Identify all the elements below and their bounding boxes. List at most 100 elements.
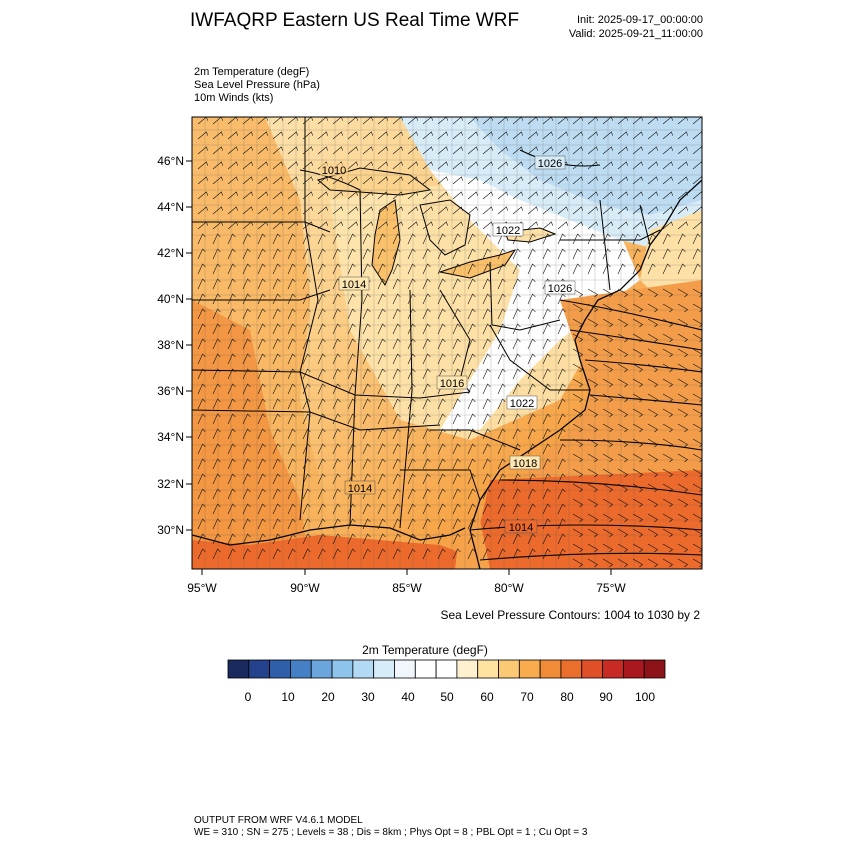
wind-barb (377, 323, 386, 335)
wind-barb (557, 353, 566, 365)
wind-barb (287, 428, 296, 440)
wind-barb (602, 543, 614, 553)
wind-barb (317, 191, 328, 200)
wind-barb (512, 353, 521, 365)
wind-barb (602, 348, 614, 358)
wind-barb (212, 338, 221, 350)
wind-barb (467, 278, 476, 290)
wind-barb (362, 146, 373, 155)
wind-barb (647, 206, 658, 215)
wind-barb (647, 543, 659, 553)
wind-barb (677, 117, 688, 125)
wind-barb (662, 483, 674, 493)
wind-barb (242, 308, 251, 320)
wind-barb (437, 518, 446, 530)
wind-barb (677, 161, 688, 170)
wind-barb (197, 146, 208, 155)
wind-barb (587, 303, 599, 313)
wind-barb (662, 333, 674, 343)
wind-barb (452, 338, 461, 350)
wind-barb (272, 383, 281, 395)
wind-barb (662, 221, 673, 230)
wind-barb (647, 303, 659, 313)
wind-barb (242, 518, 251, 530)
wind-barb (392, 548, 401, 560)
colorbar-swatch (227, 659, 250, 679)
wind-barb (362, 548, 371, 560)
wind-barb (527, 191, 538, 200)
wind-barb (272, 117, 283, 125)
wind-barb (677, 176, 688, 185)
wind-barb (482, 278, 491, 290)
wind-barb (212, 293, 221, 305)
wind-barb (692, 263, 701, 275)
wind-barb (452, 443, 461, 455)
wind-barb (407, 278, 416, 290)
wind-barb (452, 518, 461, 530)
lat-label: 40°N (157, 292, 184, 306)
wind-barb (662, 363, 674, 373)
wind-barb (482, 293, 491, 305)
colorbar-swatch (394, 659, 416, 679)
wind-barb (632, 221, 643, 230)
wind-barb (407, 191, 418, 200)
wind-barb (527, 308, 536, 320)
wind-barb (227, 293, 236, 305)
wind-barb (197, 533, 206, 545)
wind-barb (227, 458, 236, 470)
wind-barb (317, 131, 328, 140)
wind-barb (677, 558, 689, 568)
wind-barb (482, 533, 491, 545)
wind-barb (542, 248, 551, 260)
wind-barb (632, 483, 644, 493)
wind-barb (647, 498, 659, 508)
wind-barb (347, 293, 356, 305)
wind-barb (422, 191, 433, 200)
wind-barbs (197, 117, 702, 568)
wind-barb (212, 413, 221, 425)
wind-barb (392, 533, 401, 545)
wind-barb (227, 473, 236, 485)
lon-label: 75°W (596, 581, 626, 595)
lat-axis: 46°N 44°N 42°N 40°N 38°N 36°N 34°N 32°N … (157, 154, 192, 537)
wind-barb (497, 248, 506, 260)
wind-barb (362, 248, 371, 260)
wind-barb (242, 488, 251, 500)
wind-barb (272, 413, 281, 425)
wind-barb (692, 378, 702, 388)
wind-barb (527, 488, 536, 500)
wind-barb (692, 117, 702, 125)
wind-barb (512, 293, 521, 305)
wind-barb (437, 146, 448, 155)
wind-barb (242, 233, 251, 245)
wind-barb (242, 278, 251, 290)
wind-barb (542, 398, 551, 410)
wind-barb (677, 206, 688, 215)
wind-barb (542, 206, 553, 215)
wind-barb (377, 368, 386, 380)
wind-barb (392, 146, 403, 155)
wind-barb (557, 131, 568, 140)
wind-barb (677, 408, 689, 418)
wind-barb (332, 338, 341, 350)
wind-barb (227, 398, 236, 410)
wind-barb (482, 338, 491, 350)
wind-barb (512, 338, 521, 350)
wind-barb (542, 428, 551, 440)
wind-barb (422, 518, 431, 530)
wind-barb (437, 368, 446, 380)
wind-barb (302, 353, 311, 365)
wind-barb (212, 443, 221, 455)
wind-barb (407, 323, 416, 335)
pressure-label: 1016 (436, 375, 468, 390)
wind-barb (527, 503, 536, 515)
wind-barb (422, 323, 431, 335)
wind-barb (677, 131, 688, 140)
wind-barb (287, 353, 296, 365)
wind-barb (242, 206, 253, 215)
wind-barb (542, 117, 553, 125)
wind-barb (242, 323, 251, 335)
wind-barb (692, 513, 702, 523)
wind-barb (362, 428, 371, 440)
wind-barb (407, 458, 416, 470)
